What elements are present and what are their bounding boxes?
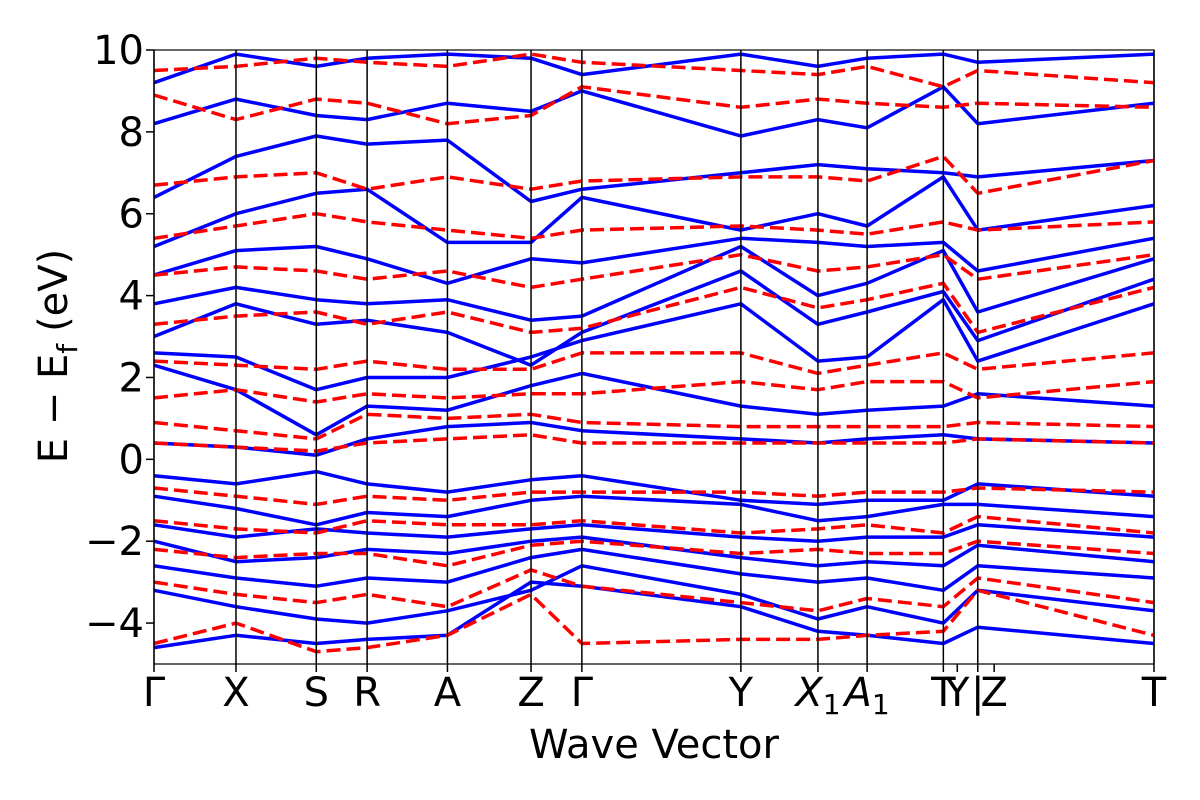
x-tick-label: S bbox=[304, 670, 329, 716]
dashed-band-line bbox=[153, 252, 1155, 290]
x-tick-label: Z bbox=[517, 670, 544, 716]
kpoint-divider-lines bbox=[153, 50, 1155, 664]
y-axis-label: E − Ef (eV) bbox=[31, 249, 84, 464]
y-axis-label-main: E − E bbox=[31, 354, 77, 464]
y-tick-label: 2 bbox=[119, 355, 144, 401]
x-tick-label: A bbox=[434, 670, 462, 716]
y-axis-label-unit: (eV) bbox=[31, 249, 77, 332]
x-tick-label: A1 bbox=[842, 670, 890, 721]
x-axis-ticks: Γ X S R A Z Γ Y X1 A1 TY |Z T bbox=[143, 664, 1167, 721]
solid-band-line bbox=[153, 85, 1155, 138]
y-tick-label: 6 bbox=[119, 192, 144, 238]
x-tick-label: X bbox=[222, 670, 249, 716]
y-tick-label: 4 bbox=[119, 274, 144, 320]
dashed-band-line bbox=[153, 351, 1155, 376]
plot-frame bbox=[153, 49, 1155, 665]
x-tick-label: Y bbox=[728, 670, 754, 716]
solid-band-line bbox=[153, 134, 1155, 204]
x-tick-label: Y bbox=[944, 670, 970, 716]
x-tick-label: X1 bbox=[793, 670, 840, 721]
dashed-band-line bbox=[153, 486, 1155, 507]
y-axis-ticks: −4 −2 0 2 4 6 8 10 bbox=[85, 28, 154, 647]
x-tick-label: R bbox=[353, 670, 381, 716]
dashed-band-line bbox=[153, 85, 1155, 126]
x-tick-label: T bbox=[930, 670, 956, 716]
dashed-band-line bbox=[153, 52, 1155, 89]
y-tick-label: 0 bbox=[119, 437, 144, 483]
y-tick-label: −2 bbox=[85, 519, 144, 565]
y-tick-label: −4 bbox=[85, 601, 144, 647]
x-tick-label: Γ bbox=[571, 670, 594, 716]
y-tick-label: 8 bbox=[119, 110, 144, 156]
bands-layer bbox=[153, 52, 1155, 654]
x-tick-label: Z bbox=[980, 670, 1007, 716]
solid-band-line bbox=[153, 175, 1155, 249]
y-tick-label: 10 bbox=[93, 28, 144, 74]
x-tick-label: T bbox=[1141, 670, 1167, 716]
x-tick-label: Γ bbox=[143, 670, 166, 716]
x-tick-label: | bbox=[971, 670, 984, 716]
y-axis-label-subscript: f bbox=[51, 343, 84, 354]
x-axis-label: Wave Vector bbox=[529, 722, 780, 768]
dashed-band-line bbox=[153, 568, 1155, 613]
solid-band-line bbox=[153, 494, 1155, 527]
